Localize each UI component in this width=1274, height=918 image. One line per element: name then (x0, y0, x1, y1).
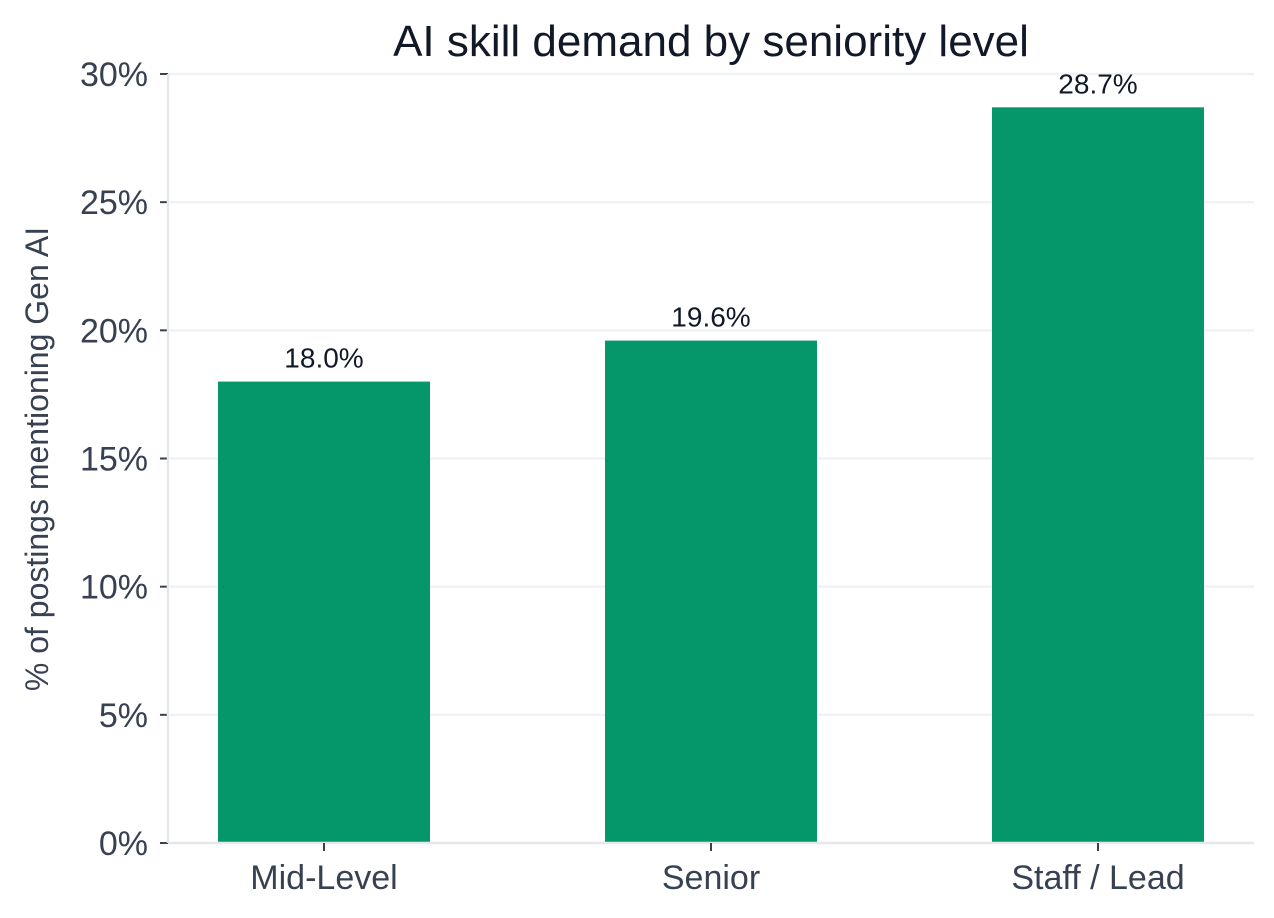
bars (218, 107, 1204, 843)
y-axis-title: % of postings mentioning Gen AI (19, 227, 55, 691)
chart-title: AI skill demand by seniority level (393, 17, 1029, 66)
bar-value-label: 19.6% (671, 302, 750, 333)
x-tick-label: Senior (662, 859, 760, 897)
y-tick-label: 10% (80, 569, 148, 607)
y-tick-label: 5% (99, 697, 148, 735)
y-tick-label: 30% (80, 56, 148, 94)
y-tick-label: 20% (80, 312, 148, 350)
axes: 0% 5% 10% 15% 20% 25% 30% Mid-Level Senior Staff … (80, 56, 1254, 897)
x-tick-label: Mid-Level (250, 859, 397, 897)
bar (992, 107, 1204, 843)
bar-value-label: 28.7% (1058, 68, 1137, 99)
bar-value-label: 18.0% (284, 343, 363, 374)
y-tick-label: 15% (80, 441, 148, 479)
x-tick-label: Staff / Lead (1011, 859, 1184, 897)
y-tick-label: 25% (80, 184, 148, 222)
bar (218, 381, 430, 843)
data-labels: 18.0% 19.6% 28.7% (284, 68, 1137, 373)
bar (605, 340, 817, 843)
y-tick-label: 0% (99, 825, 148, 863)
